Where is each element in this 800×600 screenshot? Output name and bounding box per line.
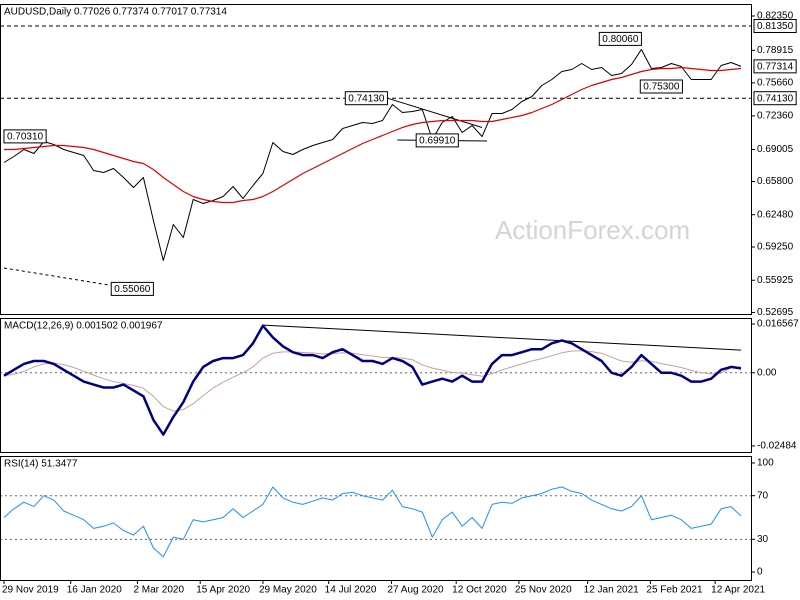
y-tick-label: 0.62480 xyxy=(757,209,794,220)
x-tick-label: 12 Oct 2020 xyxy=(452,585,507,596)
level-label-box xyxy=(753,19,797,33)
price-annotation-box xyxy=(110,281,154,296)
series-line xyxy=(3,324,742,436)
trendline xyxy=(262,324,742,351)
x-tick-label: 29 May 2020 xyxy=(259,585,317,596)
x-tick-label: 2 Mar 2020 xyxy=(133,585,184,596)
price-annotation-box xyxy=(415,133,459,148)
price-annotation: 0.74130 xyxy=(348,93,385,104)
level-label-box xyxy=(753,59,797,74)
price-annotation: 0.70310 xyxy=(7,132,44,143)
y-tick-label: 0.59250 xyxy=(757,242,794,253)
price-annotation: 0.69910 xyxy=(419,136,456,147)
trendline xyxy=(387,97,483,128)
trendline xyxy=(3,267,128,289)
x-tick-label: 12 Apr 2021 xyxy=(711,585,765,596)
level-label: 0.77314 xyxy=(757,62,794,73)
price-annotation: 0.80060 xyxy=(602,34,639,45)
y-tick-label: 0.69005 xyxy=(757,144,794,155)
x-tick-label: 29 Nov 2019 xyxy=(2,585,59,596)
price-annotation-box xyxy=(598,31,642,46)
series-line xyxy=(3,49,742,261)
level-label-box xyxy=(753,91,797,106)
y-tick-label: 70 xyxy=(757,490,769,501)
y-tick-label: 30 xyxy=(757,534,769,545)
x-tick-label: 27 Aug 2020 xyxy=(387,585,444,596)
y-tick-label: 0.016567 xyxy=(757,319,799,330)
level-label: 0.74130 xyxy=(757,93,794,104)
x-tick-label: 25 Nov 2020 xyxy=(515,585,572,596)
price-annotation-box xyxy=(344,91,388,106)
y-tick-label: 0.00 xyxy=(757,367,777,378)
y-tick-label: 0.55925 xyxy=(757,275,794,286)
x-tick-label: 25 Feb 2021 xyxy=(646,585,703,596)
level-label: 0.81350 xyxy=(757,21,794,32)
price-annotation: 0.75300 xyxy=(643,82,680,93)
price-annotation-box xyxy=(3,129,47,144)
price-annotation: 0.55060 xyxy=(114,284,151,295)
x-tick-label: 16 Jan 2020 xyxy=(67,585,122,596)
y-tick-label: 0.82350 xyxy=(757,11,794,22)
y-tick-label: 0 xyxy=(757,567,763,578)
panel-title: RSI(14) 51.3477 xyxy=(4,459,78,470)
watermark: ActionForex.com xyxy=(495,215,690,245)
y-tick-label: 100 xyxy=(757,458,774,469)
series-line xyxy=(3,350,742,412)
series-line xyxy=(4,66,742,204)
price-annotation-box xyxy=(639,79,683,94)
y-tick-label: 0.52695 xyxy=(757,307,794,318)
y-tick-label: 0.72360 xyxy=(757,111,794,122)
x-tick-label: 14 Jul 2020 xyxy=(325,585,377,596)
panel-title: MACD(12,26,9) 0.001502 0.001967 xyxy=(4,321,163,332)
y-tick-label: -0.02484 xyxy=(757,441,797,452)
panel-title: AUDUSD,Daily 0.77026 0.77374 0.77017 0.7… xyxy=(4,7,227,18)
y-tick-label: 0.78915 xyxy=(757,45,794,56)
x-tick-label: 15 Apr 2020 xyxy=(196,585,250,596)
macd-panel xyxy=(0,318,752,453)
rsi-panel xyxy=(0,456,752,581)
price-panel xyxy=(0,4,752,315)
x-tick-label: 12 Jan 2021 xyxy=(584,585,639,596)
y-tick-label: 0.65800 xyxy=(757,176,794,187)
y-tick-label: 0.75660 xyxy=(757,78,794,89)
series-line xyxy=(3,486,742,558)
